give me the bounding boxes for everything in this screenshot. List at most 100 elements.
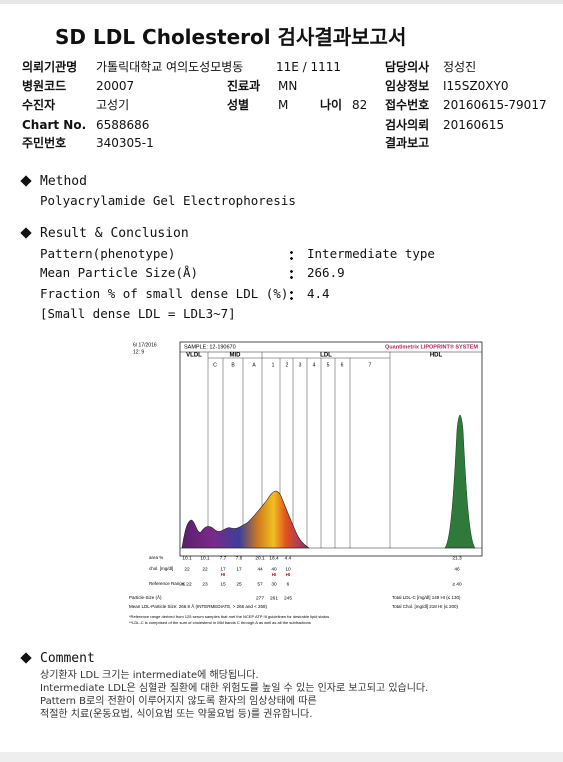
band-label: 3: [299, 362, 302, 368]
result-value: 266.9: [307, 265, 345, 280]
band-label: 5: [327, 362, 330, 368]
area-value: 21.3: [452, 555, 462, 561]
chol-value: 22: [184, 566, 190, 572]
ldl-profile: [181, 490, 310, 549]
section-heading: Comment: [40, 651, 95, 666]
label: 의뢰기관명: [22, 60, 78, 74]
area-value: 18.4: [269, 555, 279, 561]
row-label: Particle-Size (Å): [129, 594, 162, 600]
chol-value: 10: [285, 566, 291, 572]
value: 82: [352, 98, 368, 112]
comment-line: 상기환자 LDL 크기는 intermediate에 해당됩니다.: [40, 670, 259, 681]
footnote: *Reference range derived from 125 serum …: [129, 614, 329, 619]
fraction-label: HDL: [430, 353, 443, 359]
top-bar: [0, 0, 563, 4]
label: 담당의사: [385, 60, 430, 74]
chol-value: 40: [271, 566, 277, 572]
comment-line: 적절한 치료(운동요법, 식이요법 또는 약물요법 등)를 권유합니다.: [40, 709, 313, 720]
reference-value: 25: [236, 581, 242, 587]
hi-flag: HI: [272, 572, 277, 577]
report-title: SD LDL Cholesterol 검사결과보고서: [55, 25, 407, 49]
label: 진료과: [227, 79, 261, 93]
reference-value: 30: [271, 581, 277, 587]
chol-value: 17: [220, 566, 226, 572]
band-label: 4: [313, 362, 316, 368]
particle-size: 261: [270, 595, 278, 601]
bullet: [20, 652, 32, 664]
total-ldl: Total LDL-C [mg/dl] 149 HI (≤ 130): [392, 595, 461, 600]
time: 12: 9: [133, 349, 144, 355]
band-label: A: [252, 362, 256, 368]
brand: Quantimetrix LIPOPRINT® SYSTEM: [385, 343, 478, 350]
chol-value: 46: [454, 566, 460, 572]
reference-value: 15: [220, 581, 226, 587]
value: 20007: [96, 79, 135, 93]
colon: [290, 270, 293, 279]
row-label: chol. [mg/dl]: [149, 566, 173, 571]
result-value: Intermediate type: [307, 246, 435, 261]
section-heading: Result & Conclusion: [40, 226, 189, 241]
reference-value: 6: [287, 581, 290, 587]
reference-value: ≤ 22: [182, 581, 192, 587]
band-label: 2: [286, 362, 289, 368]
row-label: Reference Range: [149, 581, 185, 586]
result-note: [Small dense LDL = LDL3~7]: [40, 306, 236, 321]
reference-value: ≥ 40: [452, 581, 462, 587]
section-heading: Method: [40, 174, 87, 189]
value: MN: [278, 79, 298, 93]
area-value: 7.6: [236, 555, 243, 561]
comment-line: Intermediate LDL은 심혈관 질환에 대한 위험도를 높일 수 있…: [40, 683, 429, 694]
label: 검사의뢰: [385, 118, 430, 132]
chol-value: 17: [236, 566, 242, 572]
chol-value: 44: [257, 566, 263, 572]
fraction-label: LDL: [320, 353, 332, 359]
hi-flag: HI: [221, 572, 226, 577]
band-label: C: [213, 362, 217, 368]
value: 340305-1: [96, 136, 154, 150]
value: 가톨릭대학교 여의도성모병동: [96, 60, 244, 74]
area-value: 20.1: [255, 555, 265, 561]
label: 병원코드: [22, 79, 67, 93]
sample: SAMPLE: 12-190670: [184, 344, 236, 350]
value: 20160615: [443, 118, 505, 132]
label: 성별: [227, 98, 250, 112]
footnote: **LDL-C is comprised of the sum of chole…: [129, 620, 311, 625]
result-value: 4.4: [307, 286, 330, 301]
total-chol: Total Chol. [mg/dl] 218 HI (≤ 200): [392, 604, 459, 609]
reference-value: 57: [257, 581, 263, 587]
label: 수진자: [22, 98, 56, 112]
value: 정성진: [443, 60, 477, 74]
bottom-bar: [0, 752, 563, 762]
reference-value: 23: [202, 581, 208, 587]
result-label: Mean Particle Size(Å): [40, 265, 199, 280]
chol-value: 22: [202, 566, 208, 572]
fraction-label: MID: [230, 353, 242, 359]
colon: [290, 251, 293, 260]
label: 임상정보: [385, 79, 430, 93]
row-label: area %: [149, 555, 163, 560]
bullet: [20, 227, 32, 239]
value: 11E / 1111: [276, 60, 342, 74]
value: 20160615-79017: [443, 98, 547, 112]
result-label: Pattern(phenotype): [40, 246, 176, 261]
band-label: 1: [272, 362, 275, 368]
fraction-label: VLDL: [186, 353, 202, 359]
hdl-profile: [444, 414, 476, 549]
label: 주민번호: [22, 136, 67, 150]
label: 접수번호: [385, 98, 430, 112]
mean-size: Mean LDL-Particle Size: 266.9 Å (INTERME…: [129, 603, 267, 609]
value: 고성기: [96, 98, 130, 112]
plot-frame: [179, 341, 483, 557]
area-value: 10.1: [200, 555, 210, 561]
label: 결과보고: [385, 136, 430, 150]
band-label: 6: [341, 362, 344, 368]
colon: [290, 291, 293, 300]
value: I15SZ0XY0: [443, 79, 509, 93]
area-value: 4.4: [285, 555, 292, 561]
date: 6/ 17/2016: [133, 342, 157, 348]
particle-size: 277: [256, 595, 264, 601]
area-value: 7.7: [220, 555, 227, 561]
area-value: 10.1: [182, 555, 192, 561]
